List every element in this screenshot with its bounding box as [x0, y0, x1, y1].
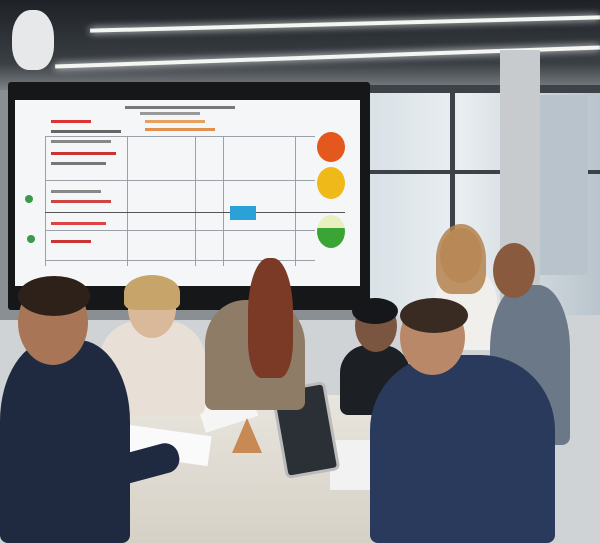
status-light-yellow	[317, 167, 345, 199]
status-light-green	[317, 215, 345, 248]
person-man-blue-suit	[370, 355, 555, 543]
status-light-red	[317, 132, 345, 162]
ceiling-light	[90, 15, 600, 33]
building	[538, 95, 588, 275]
chart-blue-block	[230, 206, 256, 220]
dashboard-screen	[15, 100, 360, 286]
person-man-foreground-left	[0, 340, 130, 543]
ceiling	[0, 0, 600, 90]
security-camera	[12, 10, 54, 70]
